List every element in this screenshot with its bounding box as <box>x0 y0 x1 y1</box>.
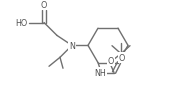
Text: HO: HO <box>15 19 27 28</box>
Text: O: O <box>119 54 125 63</box>
Text: O: O <box>108 57 114 66</box>
Text: O: O <box>41 1 47 10</box>
Text: NH: NH <box>94 68 106 77</box>
Text: N: N <box>69 42 75 50</box>
